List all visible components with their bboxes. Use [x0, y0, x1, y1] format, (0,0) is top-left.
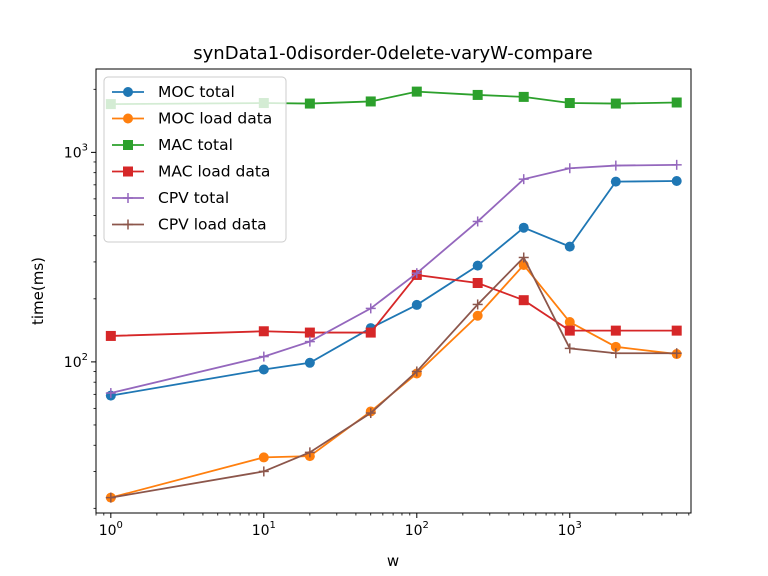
data-point — [304, 357, 315, 368]
data-point — [564, 343, 575, 354]
series-line — [110, 163, 677, 394]
legend-marker — [123, 219, 133, 230]
data-point — [564, 98, 575, 109]
series-cpv-load-data — [105, 252, 682, 503]
legend-item: MAC total — [112, 136, 233, 154]
axes-frame — [95, 68, 692, 514]
data-point — [105, 330, 116, 341]
data-point — [564, 163, 575, 174]
data-point — [564, 317, 575, 328]
data-point — [671, 348, 682, 359]
data-point — [610, 98, 621, 109]
legend-label: MOC total — [158, 83, 235, 101]
series-line — [110, 90, 677, 105]
chart-title: synData1-0disorder-0delete-varyW-compare — [193, 43, 592, 64]
data-point — [411, 366, 422, 377]
data-point — [610, 176, 621, 187]
data-point — [258, 452, 269, 463]
data-point — [304, 98, 315, 109]
data-point — [258, 466, 269, 477]
legend-item: MOC load data — [112, 110, 272, 128]
data-point — [671, 97, 682, 108]
data-point — [365, 408, 376, 419]
data-point — [304, 327, 315, 338]
data-point — [518, 295, 529, 306]
data-point — [411, 268, 422, 279]
data-point — [105, 492, 116, 503]
data-point — [671, 325, 682, 336]
legend-label: MAC load data — [158, 163, 270, 181]
legend-marker — [123, 140, 133, 150]
legend-item: CPV total — [112, 189, 229, 207]
data-point — [610, 341, 621, 352]
data-point — [564, 241, 575, 252]
legend-marker — [123, 193, 133, 203]
data-point — [365, 327, 376, 338]
data-point — [365, 96, 376, 107]
data-point — [610, 348, 621, 359]
data-point — [472, 299, 483, 310]
series-line — [110, 263, 677, 499]
series-line — [110, 273, 677, 337]
data-point — [610, 160, 621, 171]
data-point — [564, 325, 575, 336]
data-point — [518, 222, 529, 233]
legend-label: MOC load data — [158, 110, 272, 128]
data-point — [472, 89, 483, 100]
x-axis-label: w — [387, 552, 399, 570]
legend: MOC total MOC load data MAC total MAC load … — [103, 76, 287, 243]
data-point — [518, 252, 529, 263]
data-point — [365, 303, 376, 314]
series-line — [110, 255, 677, 499]
data-point — [472, 216, 483, 227]
legend-item: CPV load data — [112, 216, 267, 234]
legend-marker — [123, 87, 133, 97]
y-axis-label: time(ms) — [29, 257, 47, 325]
data-point — [671, 176, 682, 187]
legend-label: CPV load data — [158, 216, 267, 234]
data-point — [472, 277, 483, 288]
y-tick-label: 103 — [64, 142, 88, 161]
data-point — [258, 351, 269, 362]
data-point — [258, 326, 269, 337]
legend-item: MOC total — [112, 83, 235, 101]
data-point — [304, 447, 315, 458]
data-point — [304, 336, 315, 347]
data-point — [472, 310, 483, 321]
series-layer — [105, 86, 682, 503]
legend-item: MAC load data — [112, 163, 270, 181]
data-point — [105, 388, 116, 399]
data-point — [610, 325, 621, 336]
legend-label: CPV total — [158, 189, 229, 207]
series-line — [110, 180, 677, 397]
legend-marker — [123, 166, 133, 177]
data-point — [671, 159, 682, 170]
data-point — [472, 260, 483, 271]
data-point — [518, 174, 529, 185]
series-cpv-total — [105, 159, 682, 399]
series-mac-load-data — [105, 269, 682, 341]
legend-label: MAC total — [158, 136, 233, 154]
data-point — [518, 91, 529, 102]
legend-marker — [123, 113, 133, 124]
legend-box — [103, 76, 287, 243]
y-tick-label: 102 — [64, 352, 88, 371]
data-point — [258, 364, 269, 375]
data-point — [411, 86, 422, 97]
data-point — [411, 299, 422, 310]
